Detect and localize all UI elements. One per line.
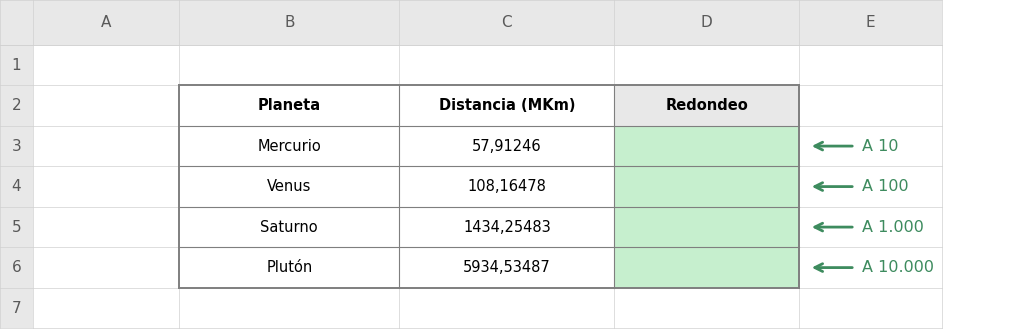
Text: Venus: Venus: [267, 179, 311, 194]
Text: Plutón: Plutón: [266, 260, 312, 275]
Text: A 10: A 10: [862, 138, 899, 154]
Text: A 1.000: A 1.000: [862, 219, 924, 235]
Bar: [614, 85, 799, 126]
Bar: [179, 85, 614, 288]
Text: Saturno: Saturno: [260, 219, 318, 235]
Text: 108,16478: 108,16478: [467, 179, 547, 194]
Bar: [0, 0, 942, 45]
Text: 5: 5: [11, 219, 22, 235]
Bar: [614, 126, 799, 288]
Text: 3: 3: [11, 138, 22, 154]
Text: 6: 6: [11, 260, 22, 275]
Text: Distancia (MKm): Distancia (MKm): [438, 98, 575, 113]
Text: 57,91246: 57,91246: [472, 138, 542, 154]
Text: A 10.000: A 10.000: [862, 260, 934, 275]
Text: 1434,25483: 1434,25483: [463, 219, 551, 235]
Text: Mercurio: Mercurio: [257, 138, 322, 154]
Text: A: A: [100, 15, 112, 30]
Text: A 100: A 100: [862, 179, 909, 194]
Text: C: C: [502, 15, 512, 30]
Text: 4: 4: [11, 179, 22, 194]
Text: Redondeo: Redondeo: [666, 98, 748, 113]
Text: 7: 7: [11, 300, 22, 316]
Text: 1: 1: [11, 57, 22, 73]
Text: D: D: [700, 15, 713, 30]
Text: E: E: [865, 15, 876, 30]
Text: 5934,53487: 5934,53487: [463, 260, 551, 275]
Bar: [0, 45, 33, 328]
Text: Planeta: Planeta: [258, 98, 321, 113]
Text: 2: 2: [11, 98, 22, 113]
Text: B: B: [284, 15, 295, 30]
